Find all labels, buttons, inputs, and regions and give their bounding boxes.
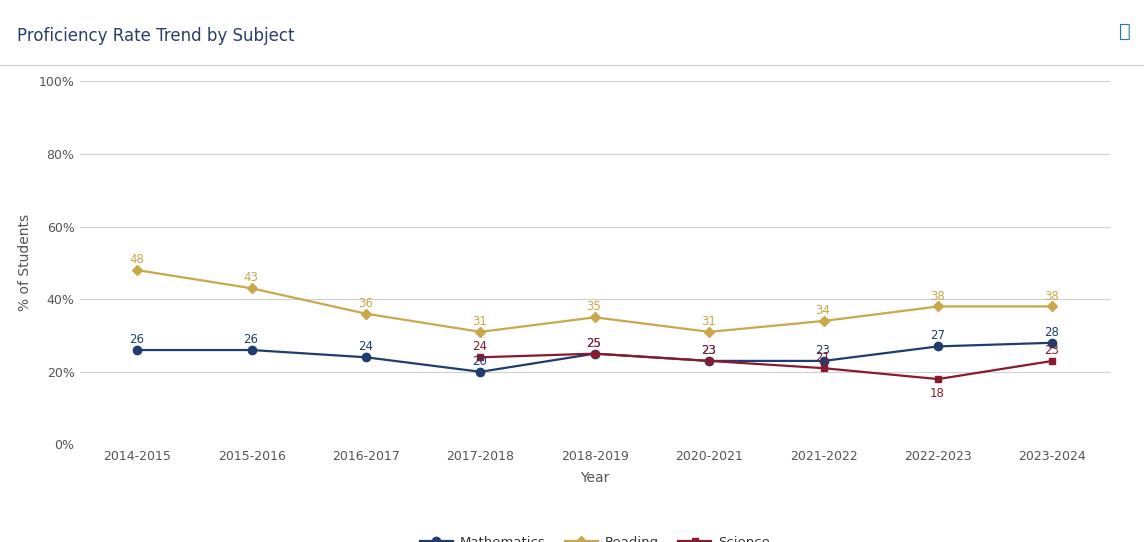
Text: 23: 23 [701,344,716,357]
Text: ⤓: ⤓ [1119,22,1130,41]
Text: 48: 48 [129,253,144,266]
Text: 20: 20 [472,355,487,368]
Text: Proficiency Rate Trend by Subject: Proficiency Rate Trend by Subject [17,27,295,45]
Text: 21: 21 [816,351,831,364]
Text: 35: 35 [587,300,602,313]
Text: 27: 27 [930,330,945,343]
Y-axis label: % of Students: % of Students [17,214,32,312]
Text: 43: 43 [244,272,259,285]
X-axis label: Year: Year [580,472,610,485]
Text: 36: 36 [358,297,373,310]
Text: 23: 23 [1044,344,1059,357]
Text: 26: 26 [129,333,144,346]
Text: 23: 23 [701,344,716,357]
Text: 23: 23 [816,344,831,357]
Text: 26: 26 [244,333,259,346]
Text: 25: 25 [587,337,602,350]
Text: 38: 38 [930,289,945,302]
Legend: Mathematics, Reading, Science: Mathematics, Reading, Science [414,531,776,542]
Text: 31: 31 [701,315,716,328]
Text: 28: 28 [1044,326,1059,339]
Text: 34: 34 [816,304,831,317]
Text: 38: 38 [1044,289,1059,302]
Text: 24: 24 [472,340,487,353]
Text: 25: 25 [587,337,602,350]
Text: 18: 18 [930,387,945,400]
Text: 31: 31 [472,315,487,328]
Text: 24: 24 [358,340,373,353]
